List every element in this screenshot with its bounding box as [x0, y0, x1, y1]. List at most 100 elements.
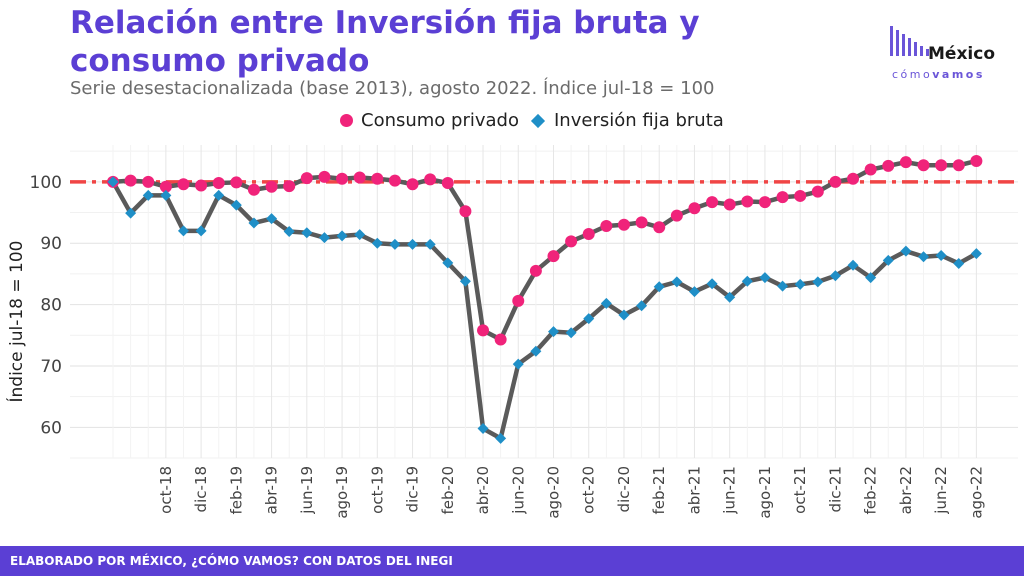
data-point-inversion — [336, 230, 348, 242]
data-point-inversion — [195, 225, 207, 237]
x-tick-label: abr-20 — [474, 466, 492, 514]
data-point-inversion — [318, 232, 330, 244]
data-point-inversion — [618, 309, 630, 321]
data-point-consumo — [124, 174, 137, 187]
legend-label-inversion: Inversión fija bruta — [554, 110, 724, 131]
x-tick-label: feb-19 — [227, 466, 245, 515]
data-point-consumo — [300, 172, 313, 185]
data-point-inversion — [442, 257, 454, 269]
data-point-consumo — [935, 159, 948, 172]
y-axis: 60 70 80 90 100 — [30, 173, 62, 438]
data-point-consumo — [882, 159, 895, 172]
data-point-consumo — [899, 156, 912, 169]
data-point-inversion — [724, 291, 736, 303]
x-tick-label: feb-20 — [439, 466, 457, 515]
data-point-inversion — [777, 280, 789, 292]
data-point-inversion — [371, 237, 383, 249]
logo-sub-text: cómovamos — [892, 68, 985, 81]
data-point-inversion — [882, 254, 894, 266]
chart-title: Relación entre Inversión fija bruta y co… — [70, 5, 700, 79]
data-point-consumo — [283, 180, 296, 193]
data-point-inversion — [865, 272, 877, 284]
data-point-inversion — [688, 286, 700, 298]
data-point-inversion — [248, 217, 260, 229]
data-point-consumo — [864, 163, 877, 176]
data-point-inversion — [266, 213, 278, 225]
data-point-consumo — [388, 174, 401, 187]
data-point-consumo — [565, 235, 578, 248]
y-tick-label: 90 — [40, 234, 62, 254]
data-point-consumo — [424, 173, 437, 186]
x-tick-label: dic-19 — [404, 466, 422, 512]
mexico-como-vamos-logo: México cómovamos — [888, 26, 1008, 86]
data-point-inversion — [107, 176, 119, 188]
data-point-inversion — [142, 189, 154, 201]
data-point-consumo — [970, 154, 983, 167]
data-point-inversion — [301, 227, 313, 239]
data-point-inversion — [829, 270, 841, 282]
data-point-consumo — [477, 324, 490, 337]
data-point-consumo — [600, 220, 613, 233]
data-point-inversion — [548, 326, 559, 338]
x-tick-label: oct-18 — [157, 466, 175, 514]
data-point-consumo — [336, 172, 349, 185]
data-point-consumo — [195, 179, 208, 192]
data-point-inversion — [741, 275, 753, 287]
data-point-consumo — [459, 205, 472, 218]
data-point-consumo — [670, 209, 683, 222]
data-point-consumo — [758, 196, 771, 209]
x-tick-label: feb-22 — [862, 466, 880, 515]
series-line-consumo — [112, 158, 977, 342]
data-point-consumo — [159, 180, 172, 193]
data-point-inversion — [565, 327, 577, 339]
data-point-inversion — [177, 225, 189, 237]
data-point-consumo — [776, 191, 789, 204]
data-point-inversion — [160, 189, 172, 201]
y-tick-label: 60 — [40, 418, 62, 438]
data-point-consumo — [265, 180, 278, 193]
data-point-inversion — [970, 248, 982, 260]
data-point-inversion — [389, 238, 401, 250]
data-point-inversion — [759, 272, 771, 284]
y-tick-label: 100 — [30, 173, 62, 193]
data-point-consumo — [741, 195, 754, 208]
data-point-consumo — [635, 216, 648, 229]
x-tick-label: ago-22 — [967, 466, 985, 519]
data-point-consumo — [247, 183, 260, 196]
x-tick-label: jun-22 — [932, 466, 950, 515]
data-point-inversion — [953, 257, 965, 269]
data-point-consumo — [688, 202, 701, 215]
data-point-consumo — [512, 294, 525, 307]
footer-text: ELABORADO POR MÉXICO, ¿CÓMO VAMOS? CON D… — [10, 554, 453, 568]
grid-lines — [70, 145, 1018, 459]
x-tick-label: dic-20 — [615, 466, 633, 512]
logo-bars-icon — [890, 26, 929, 56]
data-point-consumo — [142, 175, 155, 188]
chart-subtitle: Serie desestacionalizada (base 2013), ag… — [70, 78, 715, 99]
data-point-consumo — [406, 178, 419, 191]
data-point-inversion — [283, 226, 295, 238]
footer-bar: ELABORADO POR MÉXICO, ¿CÓMO VAMOS? CON D… — [0, 546, 1024, 576]
data-point-inversion — [407, 238, 419, 250]
data-point-inversion — [636, 300, 648, 312]
data-point-consumo — [529, 264, 542, 277]
data-point-inversion — [918, 251, 930, 263]
data-point-consumo — [177, 178, 190, 191]
x-tick-label: abr-21 — [685, 466, 703, 514]
data-point-consumo — [952, 159, 965, 172]
x-tick-label: jun-19 — [298, 466, 316, 515]
x-tick-label: dic-21 — [826, 466, 844, 512]
data-point-consumo — [494, 333, 507, 346]
x-tick-label: ago-19 — [333, 466, 351, 519]
chart-legend: Consumo privado Inversión fija bruta — [340, 110, 724, 131]
data-point-consumo — [318, 170, 331, 183]
y-tick-label: 70 — [40, 357, 62, 377]
y-axis-label: Índice jul-18 = 100 — [5, 241, 27, 403]
data-point-consumo — [371, 172, 384, 185]
data-point-consumo — [794, 189, 807, 202]
data-point-inversion — [530, 345, 542, 357]
chart-area: 60 70 80 90 100 oct-18 dic-18 feb-19 abr-19 jun-… — [5, 145, 1018, 519]
data-point-consumo — [723, 198, 736, 211]
logo-main-text: México — [928, 44, 995, 64]
data-point-inversion — [495, 432, 507, 444]
